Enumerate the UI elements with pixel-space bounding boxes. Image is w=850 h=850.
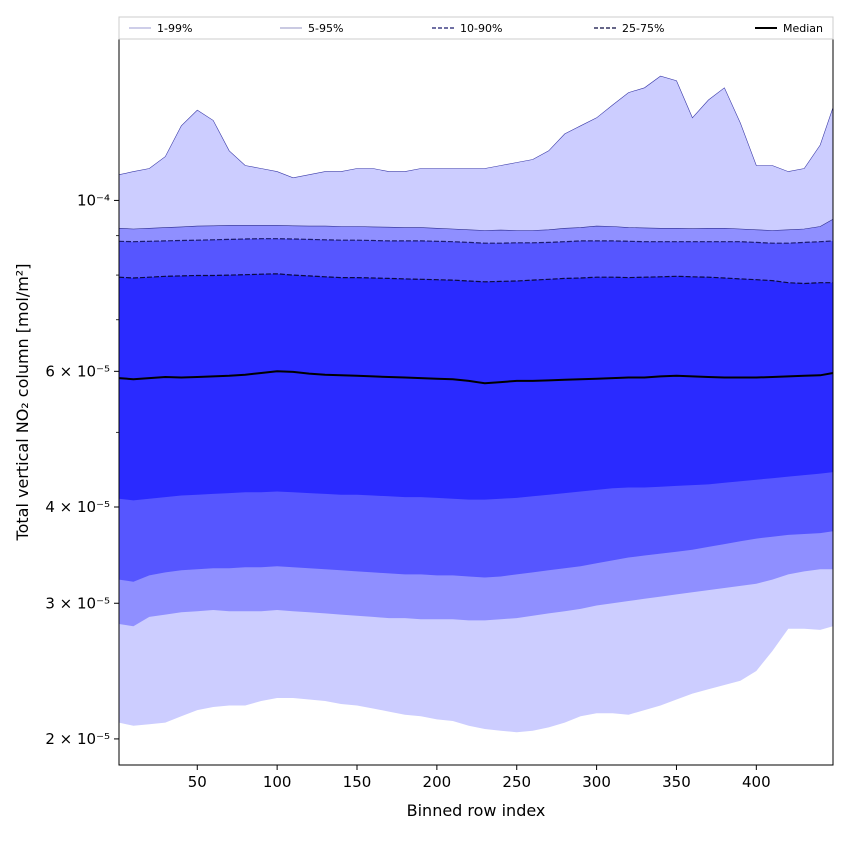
x-tick-label: 250 <box>502 773 531 791</box>
y-tick-label: 10⁻⁴ <box>77 191 110 209</box>
y-axis-label: Total vertical NO₂ column [mol/m²] <box>13 264 32 542</box>
x-axis-label: Binned row index <box>407 801 546 820</box>
legend-entry-10-90: 10-90% <box>432 22 502 35</box>
legend-label: 25-75% <box>622 22 664 35</box>
legend-label: Median <box>783 22 823 35</box>
x-tick-label: 150 <box>343 773 372 791</box>
x-tick-label: 200 <box>423 773 452 791</box>
x-tick-label: 100 <box>263 773 292 791</box>
legend: 1-99% 5-95% 10-90% 25-75% Median <box>118 16 834 40</box>
band-upper-line-25-75 <box>118 273 833 285</box>
x-axis: 50 100 150 200 250 300 350 400 <box>188 765 771 791</box>
y-axis: 2 × 10⁻⁵ 3 × 10⁻⁵ 4 × 10⁻⁵ 6 × 10⁻⁵ 10⁻⁴ <box>45 191 119 748</box>
legend-label: 1-99% <box>157 22 192 35</box>
legend-entry-1-99: 1-99% <box>129 22 192 35</box>
legend-label: 10-90% <box>460 22 502 35</box>
lines-layer <box>118 75 834 385</box>
band-25-75 <box>119 273 833 501</box>
legend-frame <box>118 16 834 40</box>
band-upper-line-1-99 <box>118 75 834 179</box>
x-tick-label: 300 <box>582 773 611 791</box>
y-tick-label: 2 × 10⁻⁵ <box>45 730 110 748</box>
band-upper-line-10-90 <box>118 238 834 244</box>
legend-entry-median: Median <box>755 22 823 35</box>
median-line <box>118 370 834 385</box>
x-tick-label: 50 <box>188 773 207 791</box>
x-tick-label: 350 <box>662 773 691 791</box>
y-tick-label: 4 × 10⁻⁵ <box>45 498 110 516</box>
bands-layer <box>119 76 833 733</box>
legend-entry-5-95: 5-95% <box>280 22 343 35</box>
y-tick-label: 3 × 10⁻⁵ <box>45 594 110 612</box>
legend-entry-25-75: 25-75% <box>594 22 664 35</box>
y-tick-label: 6 × 10⁻⁵ <box>45 362 110 380</box>
x-tick-label: 400 <box>742 773 771 791</box>
legend-label: 5-95% <box>308 22 343 35</box>
band-upper-line-5-95 <box>118 219 834 231</box>
